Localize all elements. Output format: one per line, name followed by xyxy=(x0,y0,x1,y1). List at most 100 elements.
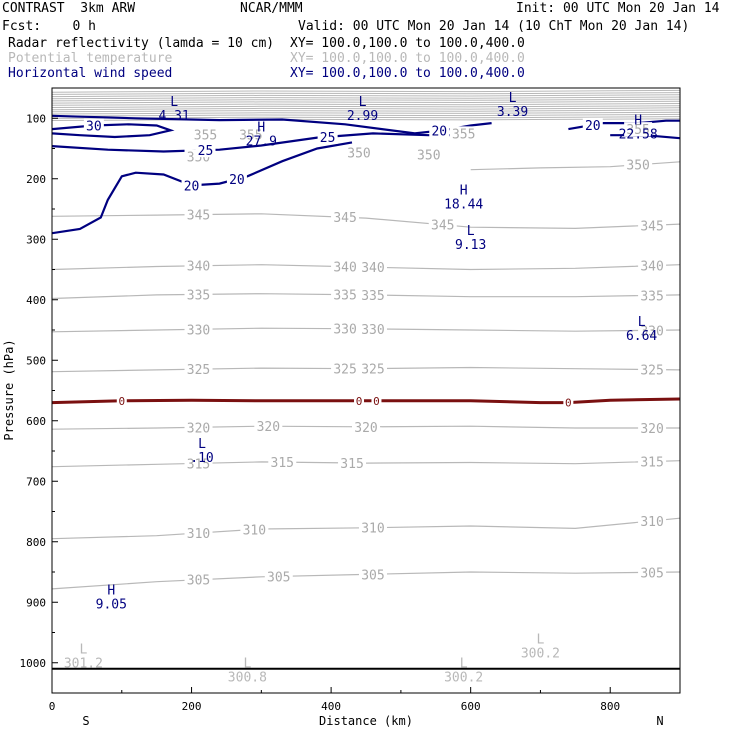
y-axis-label: Pressure (hPa) xyxy=(2,339,16,440)
extremum-value: 18.44 xyxy=(444,197,483,212)
x-axis-start-label: S xyxy=(82,714,89,728)
wind-label-20-bg xyxy=(226,172,247,187)
wind-label-20-bg xyxy=(582,117,603,132)
theta-label-330-bg xyxy=(358,321,387,336)
theta-label-355: 355 xyxy=(626,123,649,138)
theta-label-355: 355 xyxy=(452,127,475,142)
init-time: Init: 00 UTC Mon 20 Jan 14 xyxy=(516,1,720,16)
zero-label-bg xyxy=(371,394,382,407)
theta-label-305: 305 xyxy=(187,574,210,589)
extremum-value: 4.31 xyxy=(158,109,189,124)
reflectivity-zero-line xyxy=(52,397,680,405)
theta-label-305-bg xyxy=(358,567,387,582)
field-wind: Horizontal wind speed xyxy=(8,66,173,81)
theta-label-350: 350 xyxy=(626,159,649,174)
upper-theta-line xyxy=(52,109,680,113)
theta-label-345: 345 xyxy=(333,211,356,226)
theta-label-330: 330 xyxy=(361,323,384,338)
zero-label: 0 xyxy=(356,395,363,408)
extremum-value: 2.99 xyxy=(347,109,378,124)
theta-label-345-bg xyxy=(428,217,457,232)
upper-theta-line xyxy=(52,111,680,115)
wind-label-20-bg xyxy=(429,123,450,138)
extremum-value: 6.64 xyxy=(626,329,657,344)
theta-label-325: 325 xyxy=(361,363,384,378)
high-marker: H xyxy=(634,113,642,128)
theta-label-315-bg xyxy=(338,455,367,470)
wind-label-20-bg xyxy=(181,178,202,193)
extremum-value: 22.58 xyxy=(619,127,658,142)
y-tick-label: 900 xyxy=(26,596,46,609)
theta-label-335-bg xyxy=(331,287,360,302)
theta-label-345: 345 xyxy=(640,219,663,234)
wind-label-30: 30 xyxy=(86,120,102,135)
high-marker: H xyxy=(107,583,115,598)
theta-label-355-bg xyxy=(449,126,478,141)
field-theta-xy: XY= 100.0,100.0 to 100.0,400.0 xyxy=(290,51,525,66)
theta-label-355-bg xyxy=(624,122,653,137)
theta-label-305: 305 xyxy=(640,566,663,581)
upper-theta-packing xyxy=(52,89,680,121)
theta-label-310: 310 xyxy=(361,522,384,537)
theta-label-355-bg xyxy=(191,127,220,142)
theta-label-335: 335 xyxy=(187,288,210,303)
theta-label-345-bg xyxy=(184,207,213,222)
theta-label-355: 355 xyxy=(194,129,217,144)
y-tick-label: 600 xyxy=(26,415,46,428)
theta-label-340-bg xyxy=(184,258,213,273)
extremum-value: 9.13 xyxy=(455,238,486,253)
x-tick-label: 800 xyxy=(600,700,620,713)
wind-label-30-bg xyxy=(83,118,104,133)
theta-label-340: 340 xyxy=(640,260,663,275)
x-axis-label: Distance (km) xyxy=(319,714,413,728)
theta-label-330-bg xyxy=(184,322,213,337)
theta-label-325-bg xyxy=(358,361,387,376)
y-tick-label: 700 xyxy=(26,475,46,488)
x-tick-label: 400 xyxy=(321,700,341,713)
theta-label-320-bg xyxy=(638,421,667,436)
low-marker: L xyxy=(638,315,646,330)
zero-label-bg xyxy=(116,394,127,407)
theta-label-305: 305 xyxy=(361,568,384,583)
theta-label-315: 315 xyxy=(340,457,363,472)
wind-label-25-bg xyxy=(195,143,216,158)
y-tick-label: 300 xyxy=(26,233,46,246)
high-marker: H xyxy=(257,121,265,136)
low-marker: L xyxy=(359,95,367,110)
theta-label-320-bg xyxy=(352,419,380,434)
x-tick-label: 600 xyxy=(461,700,481,713)
low-marker: L xyxy=(170,95,178,110)
y-tick-label: 1000 xyxy=(20,657,47,670)
theta-label-330: 330 xyxy=(640,324,663,339)
theta-label-320: 320 xyxy=(640,422,663,437)
low-marker: L xyxy=(79,643,87,658)
upper-theta-line xyxy=(52,100,680,104)
theta-label-305-bg xyxy=(638,565,667,580)
theta-label-330-bg xyxy=(331,321,360,336)
x-axis-end-label: N xyxy=(656,714,663,728)
theta-label-345-bg xyxy=(331,210,360,225)
theta-label-355: 355 xyxy=(239,129,262,144)
low-marker: L xyxy=(460,657,468,672)
theta-label-350-bg xyxy=(624,157,653,172)
extremum-value: 300.2 xyxy=(444,671,483,686)
upper-theta-line xyxy=(52,92,680,95)
extremum-value: 9.05 xyxy=(96,597,127,612)
axes: 0 200 400 600 800100200300400500600700800900… xyxy=(20,112,621,713)
zero-contour xyxy=(52,397,680,405)
extremum-value: 3.39 xyxy=(497,105,528,120)
theta-label-310-bg xyxy=(184,526,213,541)
theta-label-325: 325 xyxy=(333,363,356,378)
theta-label-310: 310 xyxy=(640,515,663,530)
theta-label-335-bg xyxy=(358,288,387,303)
low-marker: L xyxy=(198,437,206,452)
wind-contour-25 xyxy=(52,132,457,153)
wind-label-20: 20 xyxy=(585,119,601,134)
theta-label-305-bg xyxy=(184,572,213,587)
plot-source: NCAR/MMM xyxy=(240,1,303,16)
theta-label-315-bg xyxy=(638,454,667,469)
low-marker: L xyxy=(243,657,251,672)
extremum-value: .10 xyxy=(190,451,213,466)
upper-theta-line xyxy=(52,94,680,98)
theta-label-335: 335 xyxy=(640,289,663,304)
